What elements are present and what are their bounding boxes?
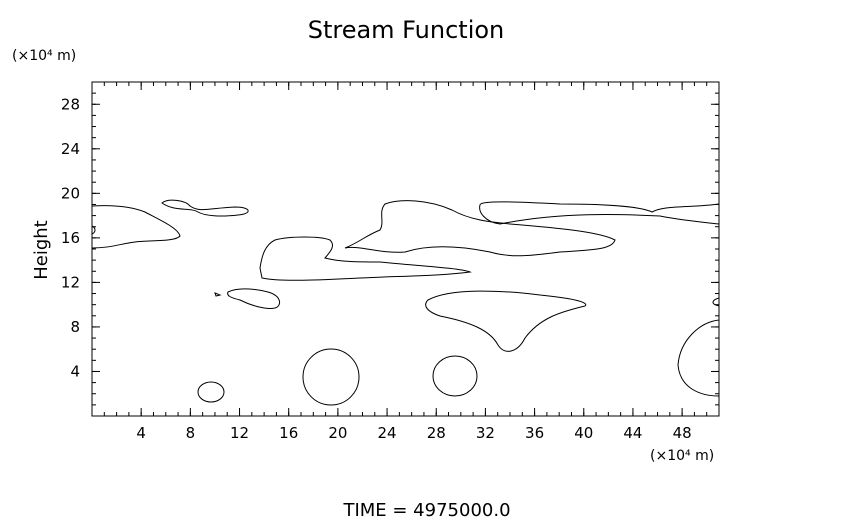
x-tick-label: 48 <box>673 424 692 442</box>
contour-line <box>677 319 720 397</box>
contour-line <box>197 381 225 403</box>
x-tick-label: 12 <box>230 424 249 442</box>
x-tick-label: 24 <box>378 424 397 442</box>
contour-line <box>344 200 616 257</box>
x-tick-label: 16 <box>279 424 298 442</box>
contour-line <box>712 297 720 307</box>
x-tick-label: 20 <box>328 424 347 442</box>
x-unit-label: (×10⁴ m) <box>650 448 714 464</box>
y-tick-label: 20 <box>61 184 80 202</box>
y-tick-label: 16 <box>61 229 80 247</box>
plot-frame <box>91 81 720 417</box>
footer-time: TIME = 4975000.0 <box>342 500 510 519</box>
contour-line <box>227 288 281 309</box>
contour-line <box>259 236 472 281</box>
contour-line <box>214 292 222 297</box>
contour-line <box>479 201 720 225</box>
y-tick-label: 24 <box>61 140 80 158</box>
x-tick-label: 32 <box>476 424 495 442</box>
contour-line <box>432 355 478 397</box>
chart-title: Stream Function <box>308 16 505 44</box>
contour-line <box>302 348 360 406</box>
x-tick-label: 8 <box>186 424 196 442</box>
y-unit-label: (×10⁴ m) <box>12 48 76 64</box>
y-axis-label: Height <box>31 220 52 280</box>
contour-line <box>161 199 249 217</box>
x-tick-label: 28 <box>427 424 446 442</box>
contour-line <box>425 290 587 352</box>
y-tick-label: 4 <box>70 362 80 380</box>
x-tick-label: 4 <box>136 424 146 442</box>
contour-line <box>91 205 181 249</box>
x-tick-label: 36 <box>525 424 544 442</box>
x-tick-label: 44 <box>623 424 642 442</box>
y-tick-label: 8 <box>70 318 80 336</box>
y-tick-label: 12 <box>61 273 80 291</box>
y-tick-label: 28 <box>61 95 80 113</box>
x-tick-label: 40 <box>574 424 593 442</box>
contours <box>91 199 720 406</box>
